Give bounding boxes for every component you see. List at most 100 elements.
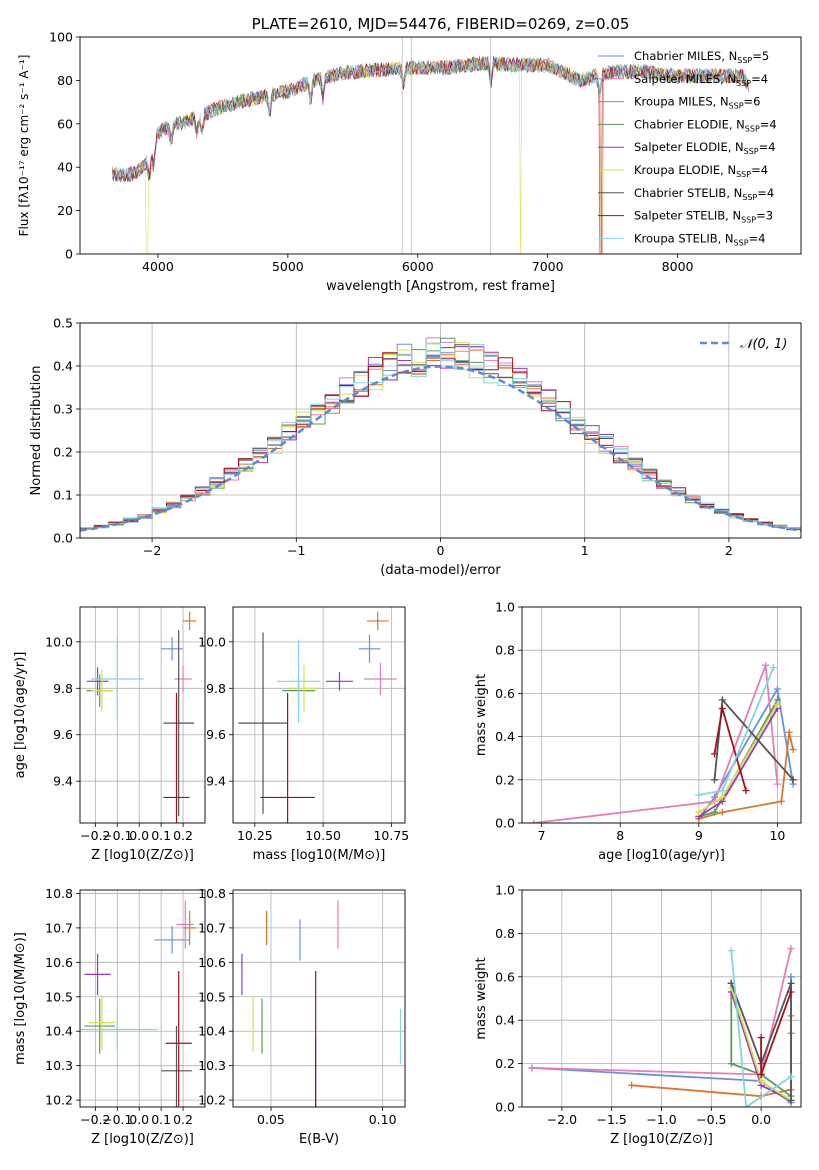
weight-marker xyxy=(711,776,719,784)
y-tick-label: 0.5 xyxy=(53,316,73,331)
weight-marker xyxy=(757,1070,765,1078)
weight-marker xyxy=(757,1077,765,1085)
weight-marker xyxy=(718,808,726,816)
x-tick-label: 10.50 xyxy=(305,828,341,843)
errorbar-point xyxy=(161,637,184,661)
chart-title: PLATE=2610, MJD=54476, FIBERID=0269, z=0… xyxy=(252,15,630,33)
legend-entry: Chabrier STELIB, NSSP=4 xyxy=(634,186,774,202)
x-tick-label: 6000 xyxy=(402,259,434,274)
weight-marker xyxy=(628,1081,636,1089)
errorbar-point xyxy=(183,910,197,946)
errorbar-point xyxy=(154,926,190,954)
y-tick-label: 10.8 xyxy=(45,886,73,901)
spectrum-line xyxy=(112,56,749,254)
x-tick-label: 0.1 xyxy=(151,828,171,843)
y-tick-label: 80 xyxy=(57,73,73,88)
y-tick-label: 1.0 xyxy=(495,883,515,898)
y-tick-label: 0.4 xyxy=(495,1013,515,1028)
y-tick-label: 0.0 xyxy=(53,531,73,546)
axes-frame xyxy=(79,322,802,539)
y-axis-label: Normed distribution xyxy=(29,366,44,496)
errorbar-point xyxy=(290,665,318,712)
plot-area xyxy=(80,337,801,533)
y-tick-label: 1.0 xyxy=(495,600,515,615)
weight-marker xyxy=(727,1060,735,1068)
y-tick-label: 10.5 xyxy=(198,989,226,1004)
weight-line xyxy=(730,982,792,1101)
weight-marker xyxy=(787,988,795,996)
y-tick-label: 9.6 xyxy=(53,727,73,742)
x-tick-label: 0.2 xyxy=(173,1112,193,1127)
legend-entry: Kroupa STELIB, NSSP=4 xyxy=(634,231,765,247)
y-axis-label: mass weight xyxy=(474,957,489,1039)
y-tick-label: 0.0 xyxy=(495,816,515,831)
y-tick-label: 0.2 xyxy=(495,1056,515,1071)
weight-marker xyxy=(787,945,795,953)
legend: Chabrier MILES, NSSP=5 Salpeter MILES, NS… xyxy=(598,49,777,247)
errorbar-point xyxy=(183,611,197,631)
normal-curve xyxy=(80,365,801,532)
y-tick-label: 10.4 xyxy=(45,1024,73,1039)
weight-marker xyxy=(769,663,777,671)
axes-frame xyxy=(232,606,406,824)
spectrum-line xyxy=(112,56,749,180)
y-tick-label: 0.6 xyxy=(495,686,515,701)
x-tick-label: 0 xyxy=(437,543,445,558)
x-axis-label: E(B-V) xyxy=(299,1132,339,1147)
errorbar-point xyxy=(163,630,195,817)
legend-entry: Salpeter STELIB, NSSP=3 xyxy=(634,209,773,225)
y-tick-label: 100 xyxy=(49,30,73,45)
x-tick-label: 10.75 xyxy=(373,828,409,843)
x-tick-label: 9 xyxy=(695,828,703,843)
errorbar-point xyxy=(325,672,354,691)
x-tick-label: 8 xyxy=(616,828,624,843)
errorbar-point xyxy=(260,692,315,823)
plot-area xyxy=(112,37,749,254)
y-tick-label: 0.3 xyxy=(53,402,73,417)
weight-marker xyxy=(787,973,795,981)
x-tick-label: −0.2 xyxy=(80,828,110,843)
errorbar-point xyxy=(358,634,381,663)
axes-frame xyxy=(79,36,802,255)
x-tick-label: −0.2 xyxy=(80,1112,110,1127)
x-axis-label: Z [log10(Z/Z⊙)] xyxy=(610,1132,713,1147)
weight-line xyxy=(533,664,779,823)
errorbar-point xyxy=(161,1026,192,1107)
legend-entry: Salpeter ELODIE, NSSP=4 xyxy=(634,140,776,156)
x-tick-label: 7000 xyxy=(532,259,564,274)
weight-marker xyxy=(773,700,781,708)
panel-residuals: −2 −1 0 1 2 0.0 0.1 0.2 0.3 0.4 0.5 𝒩(0, 1) (data-mo… xyxy=(29,316,802,578)
errorbar-point xyxy=(174,665,192,693)
x-axis-label: age [log10(age/yr)] xyxy=(598,848,725,863)
x-tick-label: −0.1 xyxy=(102,1112,132,1127)
plot-area xyxy=(528,945,795,1107)
weight-marker xyxy=(528,1064,536,1072)
weight-line xyxy=(730,983,792,1097)
panel-mass-vs-EBV: 0.05 0.10 10.2 10.3 10.4 10.5 10.6 10.7 10.8 E(B-… xyxy=(198,886,406,1147)
x-tick-label: −1 xyxy=(287,543,305,558)
y-tick-label: 10.3 xyxy=(198,1058,226,1073)
histogram-step xyxy=(80,342,801,532)
axes-frame xyxy=(79,889,206,1108)
y-axis-label: mass [log10(M/M⊙)] xyxy=(13,932,28,1065)
y-axis-label: mass weight xyxy=(474,674,489,756)
weight-marker xyxy=(711,808,719,816)
weight-marker xyxy=(789,746,797,754)
legend-entry: 𝒩(0, 1) xyxy=(740,337,787,352)
y-tick-label: 10.0 xyxy=(45,634,73,649)
errorbar-point xyxy=(165,970,192,1107)
y-tick-label: 10.4 xyxy=(198,1024,226,1039)
y-tick-label: 0.2 xyxy=(495,772,515,787)
x-axis-label: Z [log10(Z/Z⊙)] xyxy=(91,848,194,863)
errorbar-point xyxy=(276,639,321,724)
y-tick-label: 0 xyxy=(65,247,73,262)
y-tick-label: 10.6 xyxy=(198,955,226,970)
panel-age-vs-Z: −0.2−0.10.0 0.1 0.2 9.4 9.6 9.8 10.0 Z [log10(Z… xyxy=(13,606,206,863)
errorbar-point xyxy=(84,953,111,996)
axes-frame xyxy=(521,606,802,824)
weight-marker xyxy=(787,979,795,987)
weight-marker xyxy=(773,685,781,693)
weight-line xyxy=(698,732,794,820)
panel-weight-vs-Z: −2.0 −1.5 −1.0 −0.5 0.0 0.0 0.2 0.4 0.6 0.8 1.0 Z [… xyxy=(474,883,802,1147)
weight-marker xyxy=(711,750,719,758)
